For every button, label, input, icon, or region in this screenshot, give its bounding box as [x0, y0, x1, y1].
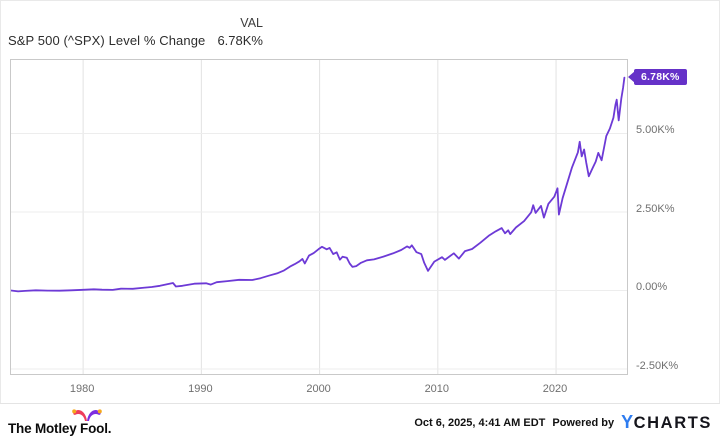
series-line	[11, 76, 626, 293]
ycharts-logo: Y CHARTS	[621, 412, 712, 433]
footer-timestamp: Oct 6, 2025, 4:41 AM EDT	[414, 416, 546, 429]
y-tick-label: 5.00K%	[636, 124, 675, 137]
end-value-badge: 6.78K%	[628, 68, 687, 85]
x-tick-label: 2000	[306, 383, 331, 395]
x-tick-label: 2020	[542, 383, 568, 395]
ycharts-y-letter: Y	[621, 412, 634, 432]
footer-attribution: Oct 6, 2025, 4:41 AM EDT Powered by Y CH…	[414, 404, 712, 441]
chart-title: S&P 500 (^SPX) Level % Change	[8, 33, 206, 48]
x-tick-label: 1990	[188, 383, 213, 395]
powered-by-label: Powered by	[552, 416, 615, 429]
jester-hat-icon	[72, 409, 102, 421]
motley-fool-logo: The Motley Fool.	[8, 407, 118, 439]
y-tick-label: 2.50K%	[636, 202, 675, 215]
y-tick-label: -2.50K%	[636, 359, 679, 372]
series-chart	[11, 60, 627, 374]
motley-fool-wordmark: The Motley Fool.	[8, 421, 112, 436]
x-tick-label: 2010	[424, 383, 450, 395]
val-column-header: VAL	[240, 16, 263, 30]
val-current-value: 6.78K%	[217, 33, 263, 48]
plot-area	[10, 59, 628, 375]
y-tick-label: 0.00%	[636, 281, 668, 294]
footer: The Motley Fool. Oct 6, 2025, 4:41 AM ED…	[0, 403, 720, 441]
x-tick-label: 1980	[69, 383, 95, 395]
ycharts-wordmark: CHARTS	[633, 414, 712, 432]
end-value-badge-label: 6.78K%	[641, 70, 680, 83]
